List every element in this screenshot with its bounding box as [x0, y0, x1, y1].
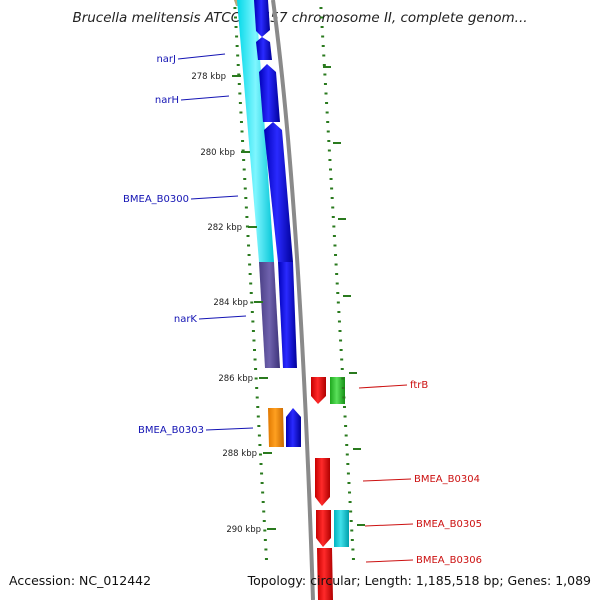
gene-label[interactable]: narK	[174, 314, 198, 325]
gene-label[interactable]: BMEA_B0304	[414, 474, 480, 485]
gene-arrow-small	[256, 37, 272, 60]
gene-leader-line	[205, 427, 254, 431]
accession-text: Accession: NC_012442	[9, 573, 152, 588]
gene-block-BMEA_B0305-teal	[334, 510, 349, 547]
gene-leader-line	[177, 53, 226, 60]
gene-leader-line	[362, 478, 412, 482]
gene-label[interactable]: BMEA_B0306	[416, 555, 482, 566]
kbp-tick-label: 278 kbp	[191, 72, 226, 82]
gene-arrow-BMEA_B0306	[317, 548, 333, 600]
kbp-tick-label: 280 kbp	[200, 148, 235, 158]
gene-leader-line	[190, 195, 239, 200]
gene-arrow-narJ	[254, 0, 270, 37]
gene-leader-line	[198, 315, 247, 320]
gene-label[interactable]: narH	[155, 95, 179, 106]
gene-label[interactable]: BMEA_B0303	[138, 425, 204, 436]
chromosome-backbone	[271, 0, 315, 600]
gene-arrow-narK-blue	[278, 262, 297, 368]
gene-arrow-BMEA_B0304	[315, 458, 330, 506]
kbp-tick-label: 288 kbp	[222, 449, 257, 459]
gene-label[interactable]: BMEA_B0300	[123, 194, 189, 205]
gene-leader-line	[180, 95, 230, 101]
gene-arrow-BMEA_B0305-red	[316, 510, 331, 547]
kbp-tick-label: 290 kbp	[226, 525, 261, 535]
topology-summary-text: Topology: circular; Length: 1,185,518 bp…	[247, 573, 591, 588]
kbp-tick-label: 282 kbp	[207, 223, 242, 233]
gene-block-purple-narK	[259, 262, 280, 368]
gene-label[interactable]: narJ	[156, 54, 176, 65]
tick-ring-outer	[319, 7, 365, 560]
gene-block-cyan	[237, 0, 274, 262]
gene-leader-line	[365, 559, 414, 563]
gene-block-orange	[268, 408, 284, 447]
gene-labels: narJ narH BMEA_B0300 narK BMEA_B0303 ftrB BMEA…	[123, 53, 482, 566]
map-title: Brucella melitensis ATCC 23457 chromosom…	[72, 10, 528, 26]
kbp-ticks: 278 kbp 280 kbp 282 kbp 284 kbp 286 kbp 288 k…	[191, 72, 276, 535]
gene-leader-line	[364, 523, 414, 527]
gene-arrow-BMEA_B0303	[286, 408, 301, 447]
kbp-tick-label: 286 kbp	[218, 374, 253, 384]
gene-arrow-ftrB-red	[311, 377, 326, 404]
tick-ring-inner	[233, 7, 268, 560]
gene-arrow-narH	[259, 64, 280, 122]
gene-label[interactable]: BMEA_B0305	[416, 519, 482, 530]
gene-arrow-BMEA_B0300	[264, 122, 293, 262]
kbp-tick-label: 284 kbp	[213, 298, 248, 308]
gene-label[interactable]: ftrB	[410, 380, 428, 391]
gene-block-ftrB-green	[330, 377, 345, 404]
gene-leader-line	[358, 384, 408, 389]
